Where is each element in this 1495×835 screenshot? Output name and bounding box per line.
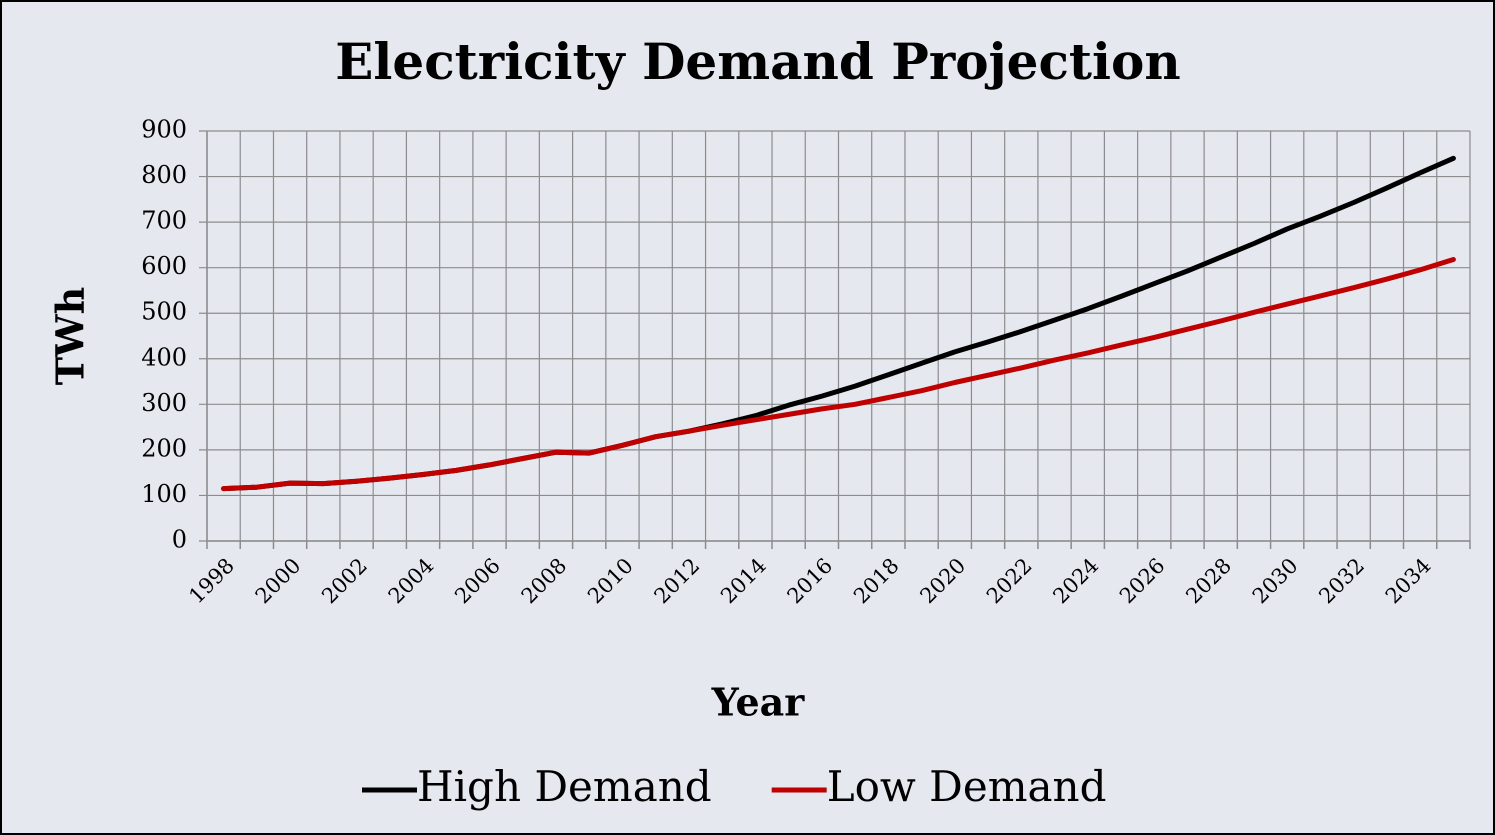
y-tick-label: 200 (141, 434, 187, 462)
series-line (221, 257, 1456, 492)
legend-label: High Demand (417, 762, 712, 811)
y-tick-label: 0 (172, 526, 187, 554)
y-axis-label: TWh (48, 287, 93, 386)
y-tick-label: 800 (141, 161, 187, 189)
y-tick-label: 100 (141, 480, 187, 508)
y-tick-label: 700 (141, 207, 187, 235)
legend-label: Low Demand (827, 762, 1107, 811)
y-tick-label: 600 (141, 252, 187, 280)
y-tick-label: 400 (141, 343, 187, 371)
y-tick-label: 500 (141, 298, 187, 326)
y-tick-label: 900 (141, 116, 187, 144)
legend: High Demand Low Demand (362, 762, 1107, 811)
chart-title: Electricity Demand Projection (335, 32, 1180, 91)
x-axis-label: Year (711, 680, 806, 725)
y-tick-label: 300 (141, 389, 187, 417)
